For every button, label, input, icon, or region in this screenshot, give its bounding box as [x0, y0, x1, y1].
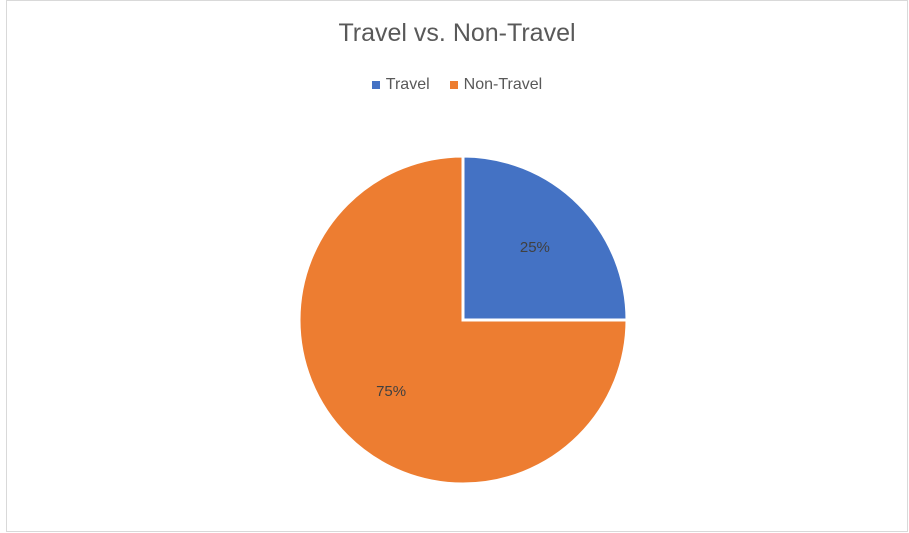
data-label-non-travel: 75% [376, 383, 406, 400]
legend-swatch-non-travel [449, 81, 458, 89]
pie-slice-travel [461, 154, 629, 322]
legend-item-non-travel: Non-Travel [449, 76, 543, 94]
pie-plot: 25% 75% [297, 154, 629, 486]
legend-label-travel: Travel [385, 76, 430, 93]
legend: Travel Non-Travel [7, 76, 907, 94]
legend-label-non-travel: Non-Travel [463, 76, 543, 93]
legend-item-travel: Travel [371, 76, 430, 94]
data-label-travel: 25% [520, 239, 550, 256]
legend-swatch-travel [371, 81, 380, 89]
chart-title: Travel vs. Non-Travel [338, 19, 576, 47]
chart-area: Travel vs. Non-Travel Travel Non-Travel … [6, 0, 908, 532]
pie-slice-non-travel [297, 154, 629, 486]
